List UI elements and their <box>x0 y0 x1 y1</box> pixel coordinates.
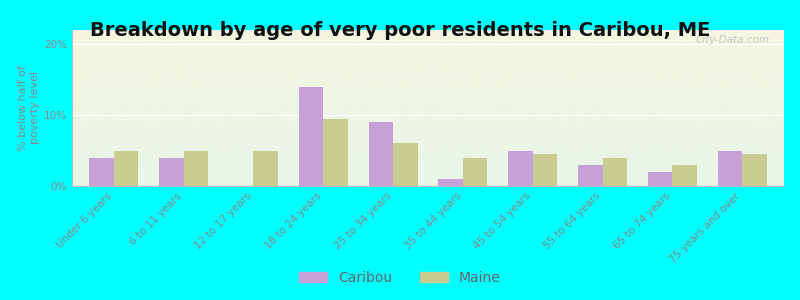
Bar <box>369 122 393 186</box>
Legend: Caribou, Maine: Caribou, Maine <box>294 265 506 290</box>
Bar <box>90 158 114 186</box>
Bar <box>742 154 766 186</box>
Bar <box>508 151 533 186</box>
Bar <box>438 179 463 186</box>
Y-axis label: % below half of
poverty level: % below half of poverty level <box>18 65 40 151</box>
Bar <box>463 158 487 186</box>
Bar <box>159 158 184 186</box>
Bar <box>254 151 278 186</box>
Bar <box>602 158 627 186</box>
Bar <box>299 87 323 186</box>
Bar <box>184 151 208 186</box>
Bar <box>648 172 672 186</box>
Bar <box>393 143 418 186</box>
Bar <box>578 165 602 186</box>
Bar <box>672 165 697 186</box>
Bar <box>114 151 138 186</box>
Bar <box>718 151 742 186</box>
Text: City-Data.com: City-Data.com <box>696 35 770 45</box>
Bar <box>533 154 557 186</box>
Text: Breakdown by age of very poor residents in Caribou, ME: Breakdown by age of very poor residents … <box>90 21 710 40</box>
Bar <box>323 118 348 186</box>
